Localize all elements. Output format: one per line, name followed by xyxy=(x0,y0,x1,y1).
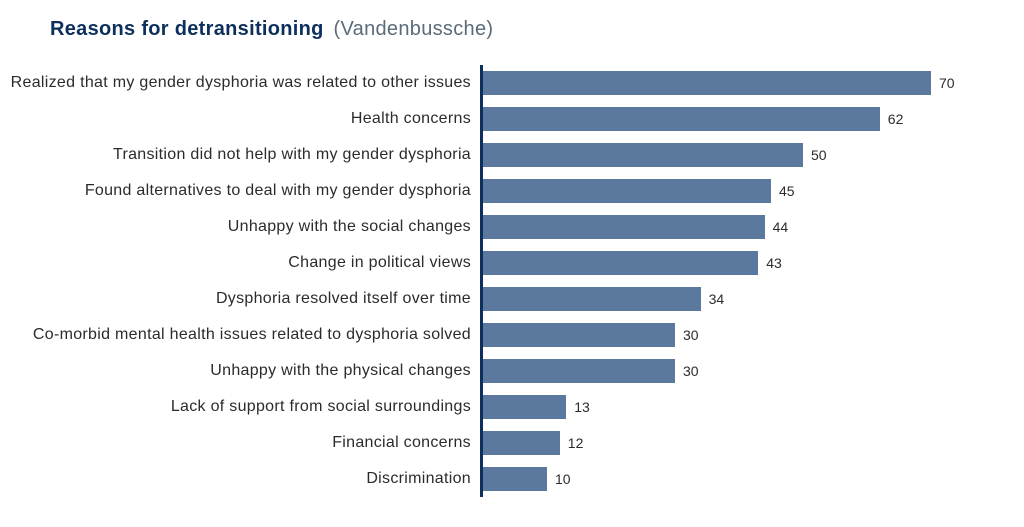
chart-row: Co-morbid mental health issues related t… xyxy=(483,317,974,353)
bar-value: 30 xyxy=(683,327,699,343)
detransition-reasons-chart: Reasons for detransitioning (Vandenbussc… xyxy=(0,0,1024,527)
chart-row: Realized that my gender dysphoria was re… xyxy=(483,65,974,101)
chart-row: Change in political views43 xyxy=(483,245,974,281)
bar xyxy=(483,359,675,383)
bar xyxy=(483,143,803,167)
chart-row: Lack of support from social surroundings… xyxy=(483,389,974,425)
bar xyxy=(483,215,765,239)
bar-value: 30 xyxy=(683,363,699,379)
bar-label: Financial concerns xyxy=(332,434,483,452)
bar-label: Change in political views xyxy=(288,254,483,272)
bar-label: Unhappy with the social changes xyxy=(228,218,483,236)
chart-title-source: (Vandenbussche) xyxy=(334,18,494,40)
bar-label: Co-morbid mental health issues related t… xyxy=(33,326,483,344)
chart-title: Reasons for detransitioning (Vandenbussc… xyxy=(50,18,974,41)
bar xyxy=(483,395,566,419)
bar-value: 70 xyxy=(939,75,955,91)
chart-row: Found alternatives to deal with my gende… xyxy=(483,173,974,209)
chart-row: Transition did not help with my gender d… xyxy=(483,137,974,173)
bar xyxy=(483,467,547,491)
bar-value: 50 xyxy=(811,147,827,163)
bar xyxy=(483,251,758,275)
bar-value: 34 xyxy=(709,291,725,307)
bar xyxy=(483,179,771,203)
bar-label: Lack of support from social surroundings xyxy=(171,398,483,416)
bar xyxy=(483,323,675,347)
chart-row: Discrimination10 xyxy=(483,461,974,497)
chart-bars-container: Realized that my gender dysphoria was re… xyxy=(480,65,974,497)
bar-label: Unhappy with the physical changes xyxy=(210,362,483,380)
bar-label: Dysphoria resolved itself over time xyxy=(216,290,483,308)
chart-row: Health concerns62 xyxy=(483,101,974,137)
bar-label: Health concerns xyxy=(351,110,483,128)
bar-value: 44 xyxy=(773,219,789,235)
chart-row: Dysphoria resolved itself over time34 xyxy=(483,281,974,317)
bar-value: 12 xyxy=(568,435,584,451)
bar-label: Transition did not help with my gender d… xyxy=(113,146,483,164)
bar xyxy=(483,71,931,95)
bar-value: 45 xyxy=(779,183,795,199)
bar-value: 62 xyxy=(888,111,904,127)
chart-row: Unhappy with the social changes44 xyxy=(483,209,974,245)
bar xyxy=(483,107,880,131)
bar-label: Discrimination xyxy=(366,470,483,488)
chart-row: Financial concerns12 xyxy=(483,425,974,461)
bar-value: 13 xyxy=(574,399,590,415)
bar-value: 43 xyxy=(766,255,782,271)
bar xyxy=(483,431,560,455)
chart-title-main: Reasons for detransitioning xyxy=(50,18,324,40)
bar xyxy=(483,287,701,311)
bar-value: 10 xyxy=(555,471,571,487)
bar-label: Found alternatives to deal with my gende… xyxy=(85,182,483,200)
chart-row: Unhappy with the physical changes30 xyxy=(483,353,974,389)
bar-label: Realized that my gender dysphoria was re… xyxy=(11,74,483,92)
